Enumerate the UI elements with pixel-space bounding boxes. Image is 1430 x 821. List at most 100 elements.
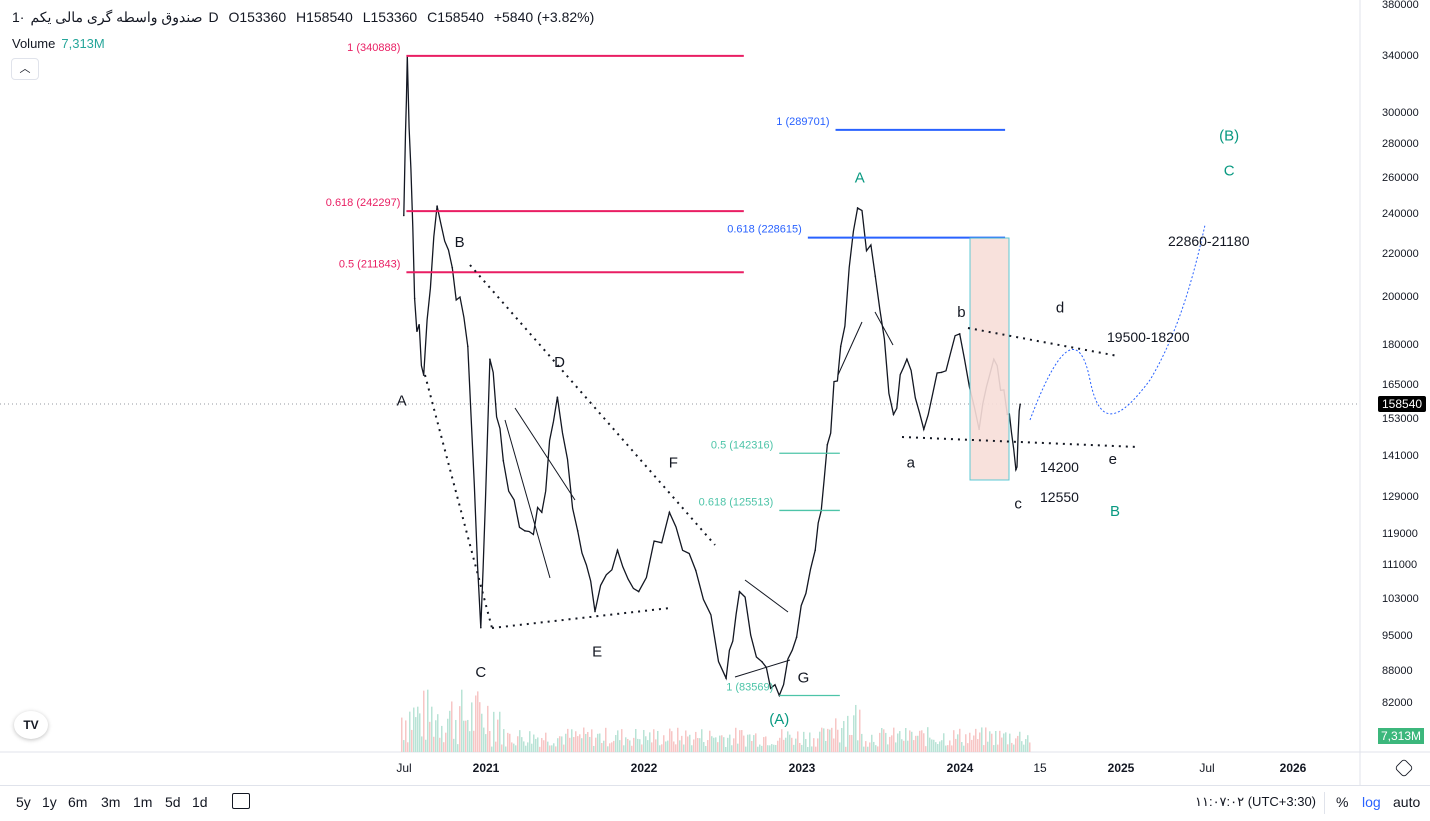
fib-level-label: 0.618 (242297) [326, 197, 401, 209]
volume-bar [447, 718, 449, 752]
range-button-1m[interactable]: 1m [133, 794, 153, 810]
volume-bar [1015, 738, 1017, 752]
wave-label: D [554, 354, 565, 371]
price-point [856, 207, 859, 209]
range-button-5d[interactable]: 5d [165, 794, 181, 810]
interval[interactable]: 1D [12, 9, 219, 25]
volume-bar [951, 745, 953, 752]
auto-toggle[interactable]: auto [1393, 794, 1421, 810]
range-button-5y[interactable]: 5y [16, 794, 31, 810]
volume-bar [847, 715, 849, 752]
range-button-6m[interactable]: 6m [68, 794, 88, 810]
volume-bar [651, 742, 653, 752]
volume-bar [981, 727, 983, 752]
volume-bar [967, 743, 969, 752]
volume-label: Volume [12, 36, 56, 51]
dotted-trend-line [469, 264, 716, 546]
price-tick: 260000 [1382, 172, 1419, 185]
wave-label: b [957, 304, 965, 321]
volume-bar [589, 736, 591, 752]
volume-bar [719, 735, 721, 752]
price-point [556, 396, 559, 398]
volume-bar [879, 732, 881, 752]
time-tick: Jul [1199, 761, 1215, 775]
time-tick: 2025 [1107, 761, 1135, 775]
volume-bar [647, 740, 649, 752]
volume-bar [965, 734, 967, 752]
wave-label: c [1014, 496, 1022, 513]
volume-bar [761, 745, 763, 752]
volume-bar [433, 736, 435, 752]
ohlc-low: L153360 [362, 9, 418, 25]
volume-bar [859, 709, 861, 752]
volume-bar [493, 711, 495, 752]
volume-bar [569, 737, 571, 752]
price-point [814, 549, 816, 552]
volume-bar [417, 706, 419, 752]
wave-label: A [855, 170, 865, 187]
volume-bar [557, 738, 559, 752]
volume-bar [823, 728, 825, 752]
volume-bar [443, 742, 445, 752]
volume-bar [653, 729, 655, 752]
volume-bar [753, 735, 755, 752]
volume-bar [877, 746, 879, 752]
volume-bar [917, 735, 919, 752]
tradingview-logo[interactable]: TV [14, 711, 48, 739]
symbol-name[interactable]: صندوق واسطه گری مالی یکم [30, 9, 203, 25]
volume-bar [1017, 735, 1019, 752]
volume-bar [713, 737, 715, 752]
volume-bar [815, 746, 817, 752]
price-tick: 82000 [1382, 697, 1413, 710]
wave-label: B [1110, 503, 1120, 520]
volume-bar [975, 728, 977, 752]
volume-bar [539, 746, 541, 752]
volume-bar [609, 743, 611, 752]
volume-bar [705, 745, 707, 752]
volume-bar [805, 739, 807, 752]
range-button-1d[interactable]: 1d [192, 794, 208, 810]
volume-bar [969, 732, 971, 752]
chevron-up-icon[interactable]: ︿ [11, 58, 39, 80]
volume-bar [577, 736, 579, 752]
volume-bar [747, 734, 749, 752]
volume-bar [571, 729, 573, 752]
volume-bar [771, 744, 773, 752]
volume-bar [617, 730, 619, 752]
volume-bar [1003, 733, 1005, 752]
volume-bar [749, 734, 751, 752]
price-tick: 111000 [1382, 559, 1418, 572]
clock-time[interactable]: ۱۱:۰۷:۰۲ (UTC+3:30) [1195, 794, 1316, 809]
volume-bar [791, 737, 793, 752]
volume-bar [1007, 744, 1009, 752]
volume-bar [829, 729, 831, 752]
range-button-1y[interactable]: 1y [42, 794, 57, 810]
volume-bar [515, 745, 517, 752]
volume-bar [513, 743, 515, 752]
calendar-icon[interactable] [232, 793, 250, 809]
price-point [738, 590, 741, 593]
log-toggle[interactable]: log [1362, 794, 1381, 810]
volume-bar [1029, 742, 1031, 752]
volume-bar [585, 733, 587, 752]
volume-bar [765, 736, 767, 752]
volume-bar [565, 733, 567, 752]
price-tick: 95000 [1382, 630, 1413, 643]
fib-level-label: 0.5 (142316) [711, 439, 773, 451]
price-point [795, 636, 798, 638]
volume-bar [783, 739, 785, 752]
volume-bar [545, 732, 547, 752]
volume-bar [451, 701, 453, 752]
volume-bar [691, 745, 693, 752]
volume-bar [993, 745, 995, 752]
volume-bar [579, 734, 581, 752]
volume-bar [473, 730, 475, 752]
range-button-3m[interactable]: 3m [101, 794, 121, 810]
volume-bar [593, 745, 595, 752]
volume-bar [491, 746, 493, 752]
percent-toggle[interactable]: % [1336, 794, 1349, 810]
wave-label: (B) [1219, 127, 1239, 144]
volume-bar [479, 702, 481, 752]
volume-bar [671, 731, 673, 752]
